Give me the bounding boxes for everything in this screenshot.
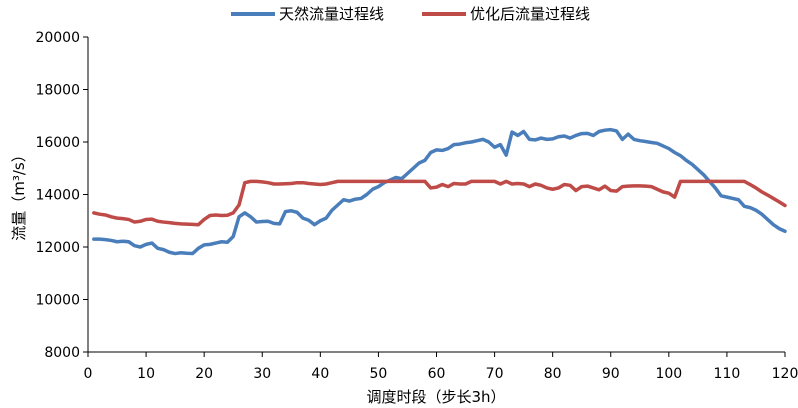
- x-tick-label: 90: [602, 366, 620, 382]
- axes: 8000 10000 12000 14000 16000 18000 20000 0 10 20 3…: [35, 30, 798, 382]
- x-tick-label: 70: [486, 366, 504, 382]
- y-axis-title: 流量（m³/s）: [10, 147, 28, 241]
- y-tick-label: 12000: [35, 240, 80, 256]
- legend-label-natural-flow: 天然流量过程线: [279, 5, 384, 23]
- y-tick-label: 14000: [35, 188, 80, 204]
- y-tick-label: 18000: [35, 83, 80, 99]
- x-tick-label: 40: [311, 366, 329, 382]
- legend: 天然流量过程线 优化后流量过程线: [231, 5, 590, 23]
- x-tick-label: 50: [370, 366, 388, 382]
- x-tick-label: 10: [137, 366, 155, 382]
- x-tick-label: 100: [655, 366, 682, 382]
- x-tick-label: 60: [428, 366, 446, 382]
- x-tick-label: 20: [195, 366, 213, 382]
- x-tick-label: 110: [714, 366, 741, 382]
- legend-label-optimized-flow: 优化后流量过程线: [470, 5, 590, 23]
- series-line-natural-flow: [92, 127, 787, 256]
- y-tick-label: 10000: [35, 293, 80, 309]
- x-tick-label: 120: [772, 366, 798, 382]
- x-tick-label: 30: [253, 366, 271, 382]
- y-tick-label: 20000: [35, 30, 80, 46]
- y-tick-label: 8000: [44, 345, 80, 361]
- x-tick-label: 0: [84, 366, 93, 382]
- series-layer: [92, 127, 787, 256]
- x-tick-label: 80: [544, 366, 562, 382]
- y-tick-label: 16000: [35, 135, 80, 151]
- x-axis-title: 调度时段（步长3h）: [366, 388, 505, 406]
- series-line-optimized-flow: [92, 179, 787, 227]
